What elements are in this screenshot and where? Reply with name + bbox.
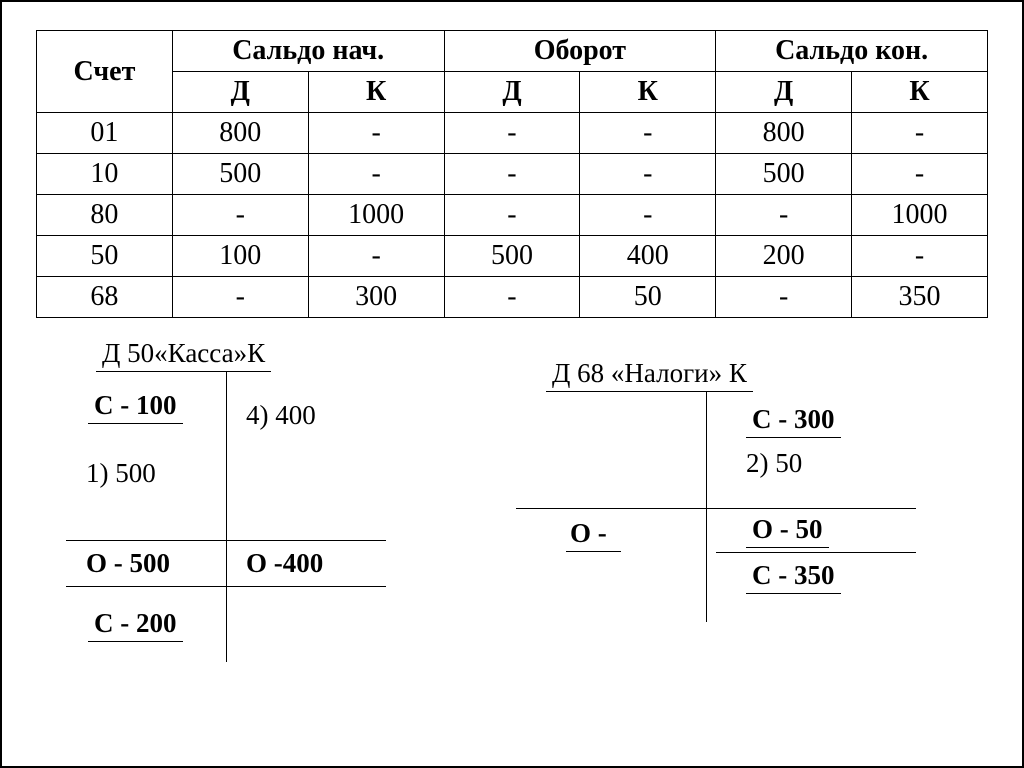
kassa-s-start: С - 100 bbox=[88, 390, 183, 424]
kassa-left-1: 1) 500 bbox=[86, 458, 156, 489]
kassa-hline-1 bbox=[66, 540, 386, 541]
table-cell: 350 bbox=[852, 277, 988, 318]
balance-table: Счет Сальдо нач. Оборот Сальдо кон. Д К … bbox=[36, 30, 988, 318]
nalogi-o-right: О - 50 bbox=[746, 514, 829, 548]
table-cell: - bbox=[852, 154, 988, 195]
col-group-turnover: Оборот bbox=[444, 31, 716, 72]
table-row: 50100-500400200- bbox=[37, 236, 988, 277]
table-cell: 01 bbox=[37, 113, 173, 154]
table-cell: - bbox=[716, 195, 852, 236]
col-d1: Д bbox=[172, 72, 308, 113]
table-cell: 50 bbox=[37, 236, 173, 277]
page-frame: Счет Сальдо нач. Оборот Сальдо кон. Д К … bbox=[0, 0, 1024, 768]
table-cell: - bbox=[172, 195, 308, 236]
table-header-row-1: Счет Сальдо нач. Оборот Сальдо кон. bbox=[37, 31, 988, 72]
table-cell: - bbox=[852, 113, 988, 154]
kassa-o-right: О -400 bbox=[246, 548, 323, 579]
table-cell: - bbox=[444, 195, 580, 236]
col-d3: Д bbox=[716, 72, 852, 113]
table-body: 01800---800-10500---500-80-1000---100050… bbox=[37, 113, 988, 318]
nalogi-o-left: О - bbox=[566, 518, 621, 552]
kassa-vline bbox=[226, 372, 227, 662]
t-account-kassa: Д 50«Касса»К С - 100 4) 400 1) 500 О - 5… bbox=[66, 338, 426, 668]
table-cell: - bbox=[172, 277, 308, 318]
nalogi-vline bbox=[706, 392, 707, 622]
nalogi-title: Д 68 «Налоги» К bbox=[546, 358, 753, 392]
table-cell: 500 bbox=[172, 154, 308, 195]
nalogi-s-end: С - 350 bbox=[746, 560, 841, 594]
table-cell: 1000 bbox=[308, 195, 444, 236]
table-cell: 100 bbox=[172, 236, 308, 277]
table-row: 68-300-50-350 bbox=[37, 277, 988, 318]
table-header-row-2: Д К Д К Д К bbox=[37, 72, 988, 113]
table-cell: - bbox=[308, 236, 444, 277]
table-row: 80-1000---1000 bbox=[37, 195, 988, 236]
col-k2: К bbox=[580, 72, 716, 113]
table-cell: - bbox=[308, 113, 444, 154]
table-cell: - bbox=[444, 154, 580, 195]
table-row: 10500---500- bbox=[37, 154, 988, 195]
kassa-s-end: С - 200 bbox=[88, 608, 183, 642]
table-cell: - bbox=[580, 154, 716, 195]
table-cell: 80 bbox=[37, 195, 173, 236]
table-cell: - bbox=[580, 195, 716, 236]
col-group-end: Сальдо кон. bbox=[716, 31, 988, 72]
table-cell: - bbox=[852, 236, 988, 277]
nalogi-right-1: 2) 50 bbox=[746, 448, 802, 479]
nalogi-hline-2 bbox=[716, 552, 916, 553]
nalogi-s-start: С - 300 bbox=[746, 404, 841, 438]
nalogi-hline-1 bbox=[516, 508, 916, 509]
table-cell: 300 bbox=[308, 277, 444, 318]
table-cell: 50 bbox=[580, 277, 716, 318]
t-accounts-area: Д 50«Касса»К С - 100 4) 400 1) 500 О - 5… bbox=[36, 338, 988, 698]
table-cell: - bbox=[308, 154, 444, 195]
table-cell: 68 bbox=[37, 277, 173, 318]
table-cell: 400 bbox=[580, 236, 716, 277]
table-cell: - bbox=[444, 277, 580, 318]
table-cell: - bbox=[580, 113, 716, 154]
table-cell: 500 bbox=[444, 236, 580, 277]
kassa-title: Д 50«Касса»К bbox=[96, 338, 271, 372]
kassa-hline-2 bbox=[66, 586, 386, 587]
table-cell: - bbox=[716, 277, 852, 318]
col-account: Счет bbox=[37, 31, 173, 113]
table-row: 01800---800- bbox=[37, 113, 988, 154]
table-cell: - bbox=[444, 113, 580, 154]
table-cell: 800 bbox=[172, 113, 308, 154]
col-d2: Д bbox=[444, 72, 580, 113]
kassa-o-left: О - 500 bbox=[86, 548, 170, 579]
table-cell: 10 bbox=[37, 154, 173, 195]
col-k1: К bbox=[308, 72, 444, 113]
table-cell: 200 bbox=[716, 236, 852, 277]
col-k3: К bbox=[852, 72, 988, 113]
table-cell: 800 bbox=[716, 113, 852, 154]
table-cell: 500 bbox=[716, 154, 852, 195]
table-cell: 1000 bbox=[852, 195, 988, 236]
t-account-nalogi: Д 68 «Налоги» К С - 300 2) 50 О - О - 50… bbox=[506, 358, 946, 658]
kassa-right-1: 4) 400 bbox=[246, 400, 316, 431]
col-group-start: Сальдо нач. bbox=[172, 31, 444, 72]
